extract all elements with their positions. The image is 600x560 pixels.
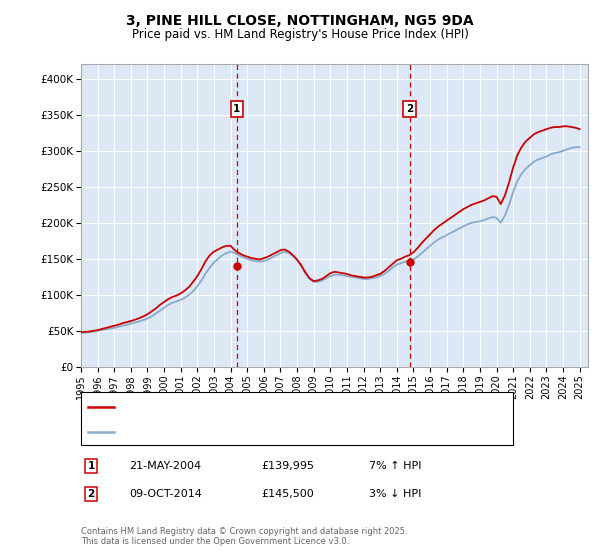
Text: 21-MAY-2004: 21-MAY-2004 (129, 461, 201, 471)
Text: 3, PINE HILL CLOSE, NOTTINGHAM, NG5 9DA: 3, PINE HILL CLOSE, NOTTINGHAM, NG5 9DA (126, 14, 474, 28)
Text: Price paid vs. HM Land Registry's House Price Index (HPI): Price paid vs. HM Land Registry's House … (131, 28, 469, 41)
Text: 7% ↑ HPI: 7% ↑ HPI (369, 461, 421, 471)
Text: £139,995: £139,995 (261, 461, 314, 471)
Text: 1: 1 (233, 104, 241, 114)
Text: HPI: Average price, detached house, City of Nottingham: HPI: Average price, detached house, City… (120, 427, 412, 437)
Text: £145,500: £145,500 (261, 489, 314, 499)
Text: 2: 2 (406, 104, 413, 114)
Text: 09-OCT-2014: 09-OCT-2014 (129, 489, 202, 499)
Text: Contains HM Land Registry data © Crown copyright and database right 2025.
This d: Contains HM Land Registry data © Crown c… (81, 526, 407, 546)
Text: 1: 1 (88, 461, 95, 471)
Text: 2: 2 (88, 489, 95, 499)
Text: 3% ↓ HPI: 3% ↓ HPI (369, 489, 421, 499)
Text: 3, PINE HILL CLOSE, NOTTINGHAM, NG5 9DA (detached house): 3, PINE HILL CLOSE, NOTTINGHAM, NG5 9DA … (120, 402, 446, 412)
